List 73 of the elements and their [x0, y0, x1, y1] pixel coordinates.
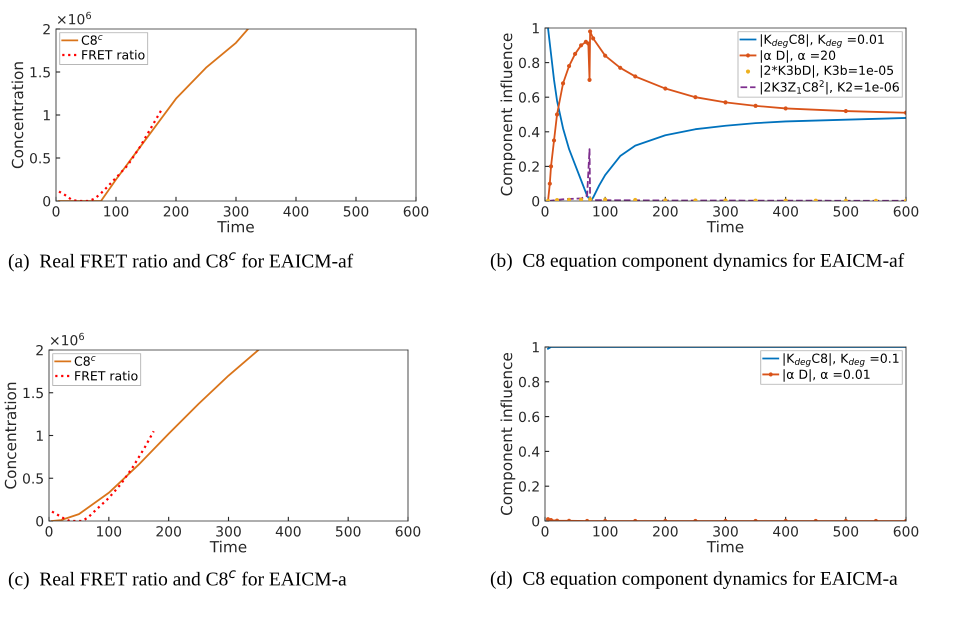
text: ×10$^{6}$ — [50, 332, 84, 346]
x-tick-label: 100 — [97, 526, 122, 537]
y-tick-label: 0.5 — [30, 152, 50, 164]
text: ×10$^{6}$ — [58, 12, 92, 24]
x-tick-label: 0 — [52, 206, 60, 217]
y-tick-label: 0 — [43, 196, 50, 206]
x-tick-label: 100 — [593, 526, 618, 537]
x-tick-label: 100 — [104, 206, 128, 217]
x-tick-label: 500 — [834, 206, 858, 217]
y-tick-label: 1.5 — [30, 67, 50, 78]
x-tick-label: 400 — [773, 206, 798, 217]
y-tick-label: 1 — [36, 430, 43, 441]
legend-label: |2K3Z$_{1}$C8$^{2}$|, K2=1e-06 — [760, 80, 899, 94]
x-tick-label: 300 — [713, 526, 738, 537]
y-axis-title: Component influence — [500, 352, 516, 515]
x-tick-label: 0 — [541, 526, 548, 537]
x-tick-label: 0 — [541, 206, 548, 217]
x-tick-label: 400 — [283, 206, 308, 217]
x-tick-label: 500 — [834, 526, 858, 537]
x-tick-label: 500 — [336, 526, 360, 537]
text: (a) Real FRET ratio and C8$^{c}$ for EAICM-af — [8, 252, 354, 272]
y-tick-label: 1 — [44, 110, 50, 120]
legend-label: C8$^{c}$ — [74, 356, 96, 366]
y-tick-label: 0.4 — [518, 126, 540, 138]
x-tick-label: 100 — [593, 206, 618, 217]
y-axis-title: Component influence — [500, 33, 516, 196]
y-tick-label: 2 — [36, 344, 43, 356]
y-tick-label: 0.6 — [518, 412, 540, 422]
y-axis-title: Concentration — [4, 382, 16, 489]
y-tick-label: 2 — [43, 24, 50, 34]
y-tick-label: 0 — [532, 196, 540, 206]
legend-label: |2*K3bD|, K3b=1e-05 — [760, 65, 894, 78]
legend-label: |K$_{deg}$C8|, K$_{deg}$ =0.1 — [784, 353, 899, 367]
x-axis-title: Time — [210, 540, 246, 553]
y-tick-label: 1.5 — [24, 388, 43, 398]
x-tick-label: 600 — [404, 206, 428, 217]
y-tick-label: 0.8 — [518, 58, 540, 68]
y-tick-label: 0 — [36, 516, 44, 526]
x-tick-label: 600 — [396, 526, 420, 537]
x-tick-label: 300 — [713, 206, 738, 217]
x-tick-label: 400 — [276, 526, 301, 537]
x-axis-title: Time — [217, 220, 254, 233]
y-tick-label: 0.2 — [518, 161, 539, 172]
legend-label: |K$_{deg}$C8|, K$_{deg}$ =0.01 — [760, 34, 884, 48]
y-tick-label: 0.8 — [518, 376, 540, 388]
x-tick-label: 600 — [894, 526, 918, 537]
x-tick-label: 300 — [224, 206, 248, 217]
x-tick-label: 300 — [216, 526, 241, 537]
text: (c) Real FRET ratio and C8$^{c}$ for EAICM-a — [8, 570, 346, 590]
x-tick-label: 200 — [653, 526, 678, 537]
legend-label: |α D|, α =20 — [760, 50, 836, 63]
x-tick-label: 200 — [653, 206, 678, 217]
y-tick-label: 0.6 — [518, 92, 540, 103]
y-tick-label: 1 — [532, 23, 539, 34]
legend-label: FRET ratio — [75, 370, 138, 381]
legend-label: C8$^{c}$ — [82, 35, 102, 45]
y-tick-label: 0.5 — [22, 473, 43, 484]
x-tick-label: 500 — [344, 206, 368, 217]
x-axis-title: Time — [706, 540, 744, 553]
y-tick-label: 0.4 — [518, 446, 540, 457]
x-axis-title: Time — [706, 220, 744, 233]
y-tick-label: 1 — [532, 342, 539, 352]
x-tick-label: 600 — [894, 206, 918, 217]
text: (d) C8 equation component dynamics for EAICM-a — [490, 571, 898, 589]
y-tick-label: 0 — [532, 516, 540, 526]
y-tick-label: 0.2 — [518, 481, 539, 492]
y-axis-title: Concentration — [11, 62, 24, 168]
x-tick-label: 200 — [164, 206, 188, 217]
legend-label: |α D|, α =0.01 — [784, 369, 870, 382]
x-tick-label: 400 — [773, 526, 798, 537]
x-tick-label: 200 — [156, 526, 181, 537]
legend-label: FRET ratio — [82, 50, 145, 60]
text: (b) C8 equation component dynamics for EAICM-af — [490, 253, 904, 271]
